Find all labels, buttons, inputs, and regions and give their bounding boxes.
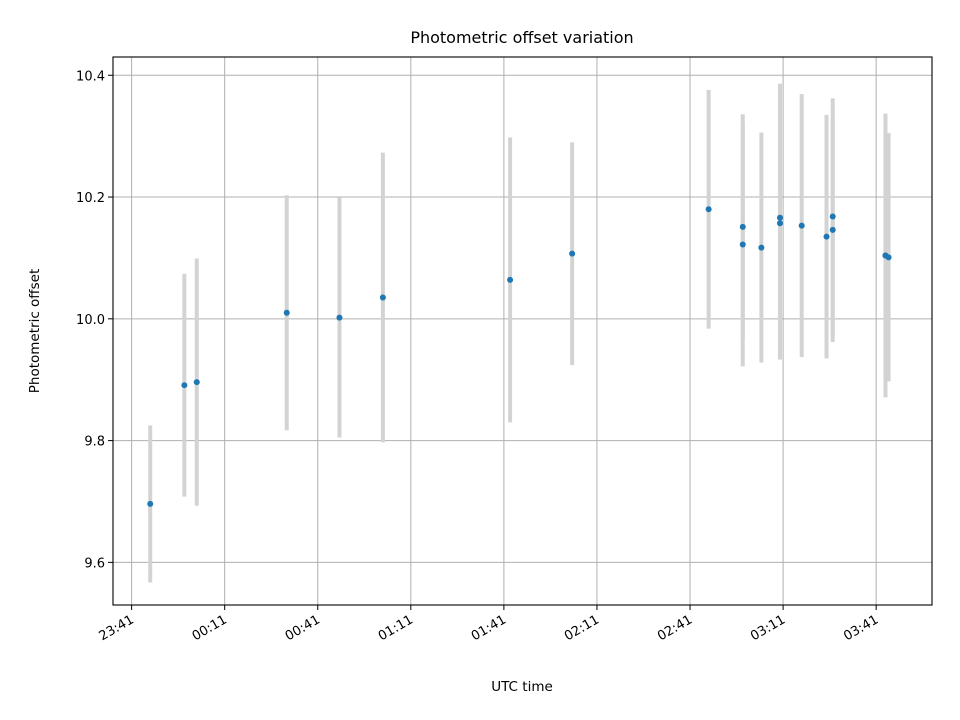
y-tick-label: 10.0 (76, 313, 105, 328)
data-point (739, 241, 746, 248)
y-tick-label: 9.6 (84, 556, 105, 571)
data-point (829, 226, 836, 233)
data-point (336, 314, 343, 321)
data-point (829, 213, 836, 220)
y-tick-label: 9.8 (84, 435, 105, 450)
y-tick-label: 10.2 (76, 191, 105, 206)
data-point (283, 309, 290, 316)
data-point (705, 206, 712, 213)
data-point (379, 294, 386, 301)
data-point (776, 214, 783, 221)
data-point (885, 254, 892, 261)
y-axis-ticks: 9.6 9.8 10.0 10.2 10.4 (76, 69, 113, 571)
chart-title: Photometric offset variation (410, 28, 633, 47)
data-point (507, 276, 514, 283)
data-point (569, 250, 576, 257)
data-point (798, 222, 805, 229)
data-point (181, 382, 188, 389)
data-point (193, 379, 200, 386)
data-point (758, 244, 765, 251)
data-point (147, 500, 154, 507)
data-point (739, 223, 746, 230)
data-points (147, 206, 892, 507)
data-point (823, 233, 830, 240)
plot-frame (112, 56, 933, 606)
y-axis-label: Photometric offset (27, 269, 43, 393)
x-axis-label: UTC time (491, 679, 553, 695)
y-tick-label: 10.4 (76, 69, 105, 84)
grid (113, 57, 932, 605)
data-point (776, 220, 783, 227)
